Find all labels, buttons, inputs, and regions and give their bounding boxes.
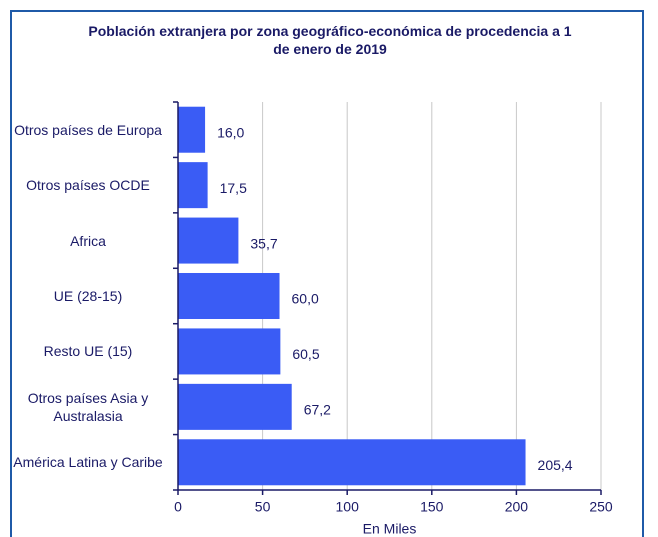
y-tick-label: Resto UE (15): [43, 343, 133, 360]
value-label: 17,5: [220, 180, 247, 196]
chart-title: Población extranjera por zona geográfico…: [88, 23, 572, 57]
value-label: 16,0: [217, 124, 244, 140]
y-tick-label: Otros países Asia y Australasia: [27, 389, 149, 424]
y-tick-label: Otros países OCDE: [26, 177, 150, 194]
y-tick-label: UE (28-15): [53, 287, 123, 304]
x-tick-label: 100: [336, 499, 360, 515]
x-axis-label: En Miles: [363, 521, 417, 537]
bar: [178, 217, 239, 264]
value-label: 205,4: [538, 457, 573, 473]
bar: [178, 383, 292, 430]
y-tick-label: Otros países de Europa: [14, 121, 162, 138]
x-tick-label: 150: [420, 499, 444, 515]
bar: [178, 439, 526, 486]
chart-frame: [10, 10, 644, 537]
value-label: 60,5: [292, 346, 319, 362]
value-label: 35,7: [250, 235, 277, 251]
x-tick-label: 50: [255, 499, 271, 515]
bar: [178, 106, 206, 153]
y-tick-label: Africa: [70, 232, 106, 249]
x-tick-label: 250: [589, 499, 613, 515]
value-label: 67,2: [304, 402, 331, 418]
y-tick-label: América Latina y Caribe: [13, 454, 163, 471]
x-tick-label: 200: [505, 499, 529, 515]
value-label: 60,0: [292, 291, 319, 307]
bar: [178, 162, 208, 209]
bar: [178, 272, 280, 320]
bar: [178, 328, 281, 375]
x-tick-label: 0: [174, 499, 182, 515]
